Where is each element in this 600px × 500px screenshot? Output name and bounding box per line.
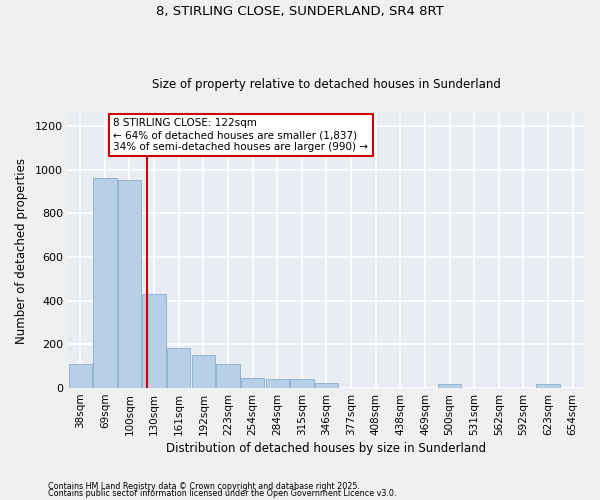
Bar <box>68 364 92 388</box>
Bar <box>167 348 190 388</box>
Bar <box>118 180 141 388</box>
Text: 8, STIRLING CLOSE, SUNDERLAND, SR4 8RT: 8, STIRLING CLOSE, SUNDERLAND, SR4 8RT <box>156 5 444 18</box>
Bar <box>536 384 560 388</box>
Title: Size of property relative to detached houses in Sunderland: Size of property relative to detached ho… <box>152 78 501 91</box>
Bar <box>191 355 215 388</box>
Bar <box>216 364 239 388</box>
Bar <box>266 379 289 388</box>
X-axis label: Distribution of detached houses by size in Sunderland: Distribution of detached houses by size … <box>166 442 487 455</box>
Bar <box>241 378 264 388</box>
Text: Contains public sector information licensed under the Open Government Licence v3: Contains public sector information licen… <box>48 490 397 498</box>
Bar <box>142 294 166 388</box>
Y-axis label: Number of detached properties: Number of detached properties <box>15 158 28 344</box>
Bar <box>438 384 461 388</box>
Bar <box>315 382 338 388</box>
Text: Contains HM Land Registry data © Crown copyright and database right 2025.: Contains HM Land Registry data © Crown c… <box>48 482 360 491</box>
Text: 8 STIRLING CLOSE: 122sqm
← 64% of detached houses are smaller (1,837)
34% of sem: 8 STIRLING CLOSE: 122sqm ← 64% of detach… <box>113 118 368 152</box>
Bar <box>93 178 116 388</box>
Bar <box>290 379 314 388</box>
